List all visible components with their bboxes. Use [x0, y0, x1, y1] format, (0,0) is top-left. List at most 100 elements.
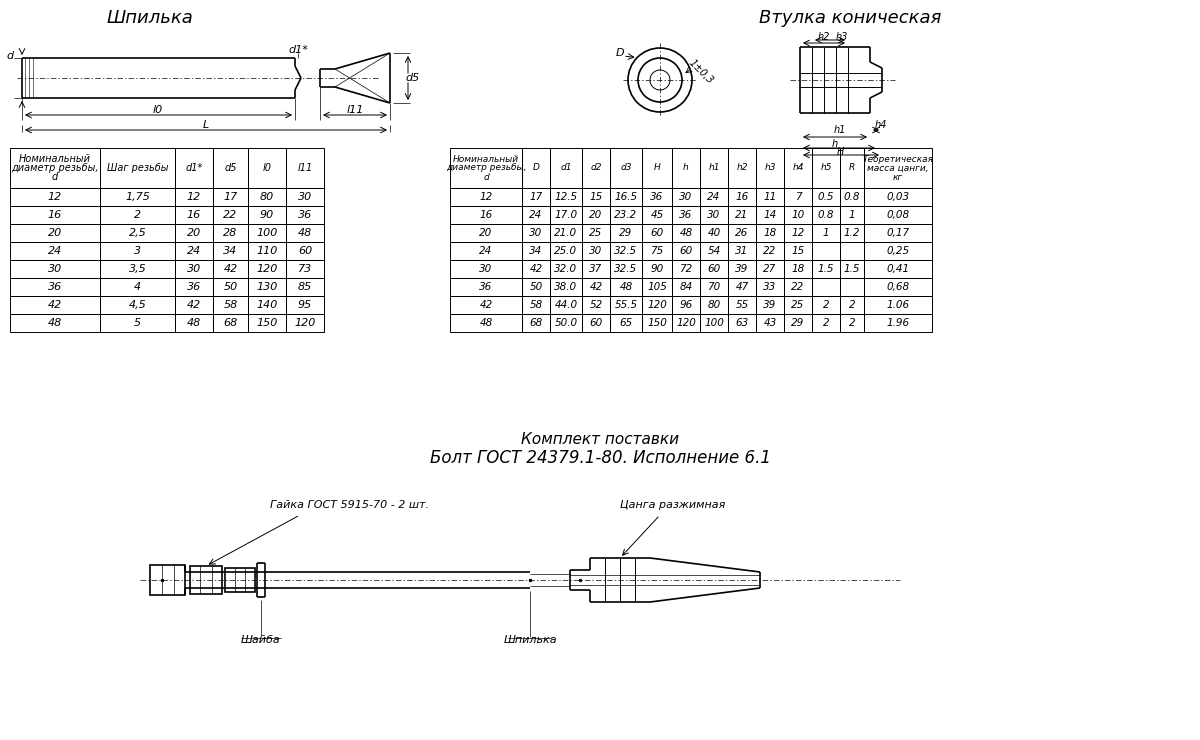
Bar	[582, 148, 610, 188]
Text: R: R	[848, 164, 856, 172]
Text: 32.5: 32.5	[614, 264, 637, 274]
Bar	[864, 260, 932, 278]
Bar	[812, 242, 840, 260]
Bar	[550, 224, 582, 242]
Text: l11: l11	[298, 163, 313, 173]
Text: масса цанги,: масса цанги,	[868, 164, 929, 172]
Text: 25: 25	[791, 300, 805, 310]
Text: Шпилька: Шпилька	[503, 635, 557, 645]
Bar	[286, 224, 324, 242]
Text: 0,17: 0,17	[887, 228, 910, 238]
Text: 75: 75	[650, 246, 664, 256]
Bar	[672, 224, 700, 242]
Text: 12: 12	[187, 192, 202, 202]
Bar	[522, 242, 550, 260]
Text: 16: 16	[187, 210, 202, 220]
Bar	[610, 224, 642, 242]
Text: h1: h1	[708, 164, 720, 172]
Bar	[150, 565, 185, 595]
Bar	[812, 278, 840, 296]
Text: 68: 68	[223, 318, 238, 328]
Text: 30: 30	[48, 264, 62, 274]
Text: 31: 31	[736, 246, 749, 256]
Text: d2: d2	[590, 164, 601, 172]
Text: 12: 12	[48, 192, 62, 202]
Text: 42: 42	[479, 300, 493, 310]
Text: 42: 42	[223, 264, 238, 274]
Bar	[248, 188, 286, 206]
Bar	[582, 278, 610, 296]
Text: 95: 95	[298, 300, 312, 310]
Bar	[812, 148, 840, 188]
Bar	[100, 242, 175, 260]
Bar	[248, 260, 286, 278]
Bar	[175, 296, 214, 314]
Bar	[812, 314, 840, 332]
Text: h5: h5	[821, 164, 832, 172]
Text: 52: 52	[589, 300, 602, 310]
Bar	[582, 206, 610, 224]
Bar	[10, 224, 100, 242]
Text: 2: 2	[823, 300, 829, 310]
Text: 48: 48	[187, 318, 202, 328]
Bar	[700, 188, 728, 206]
Text: L: L	[203, 120, 209, 130]
Text: d: d	[52, 172, 58, 182]
Text: 5: 5	[134, 318, 142, 328]
Text: 65: 65	[619, 318, 632, 328]
Text: 84: 84	[679, 282, 692, 292]
Text: 37: 37	[589, 264, 602, 274]
Text: 150: 150	[257, 318, 277, 328]
Bar	[728, 296, 756, 314]
Bar	[522, 260, 550, 278]
Bar	[248, 242, 286, 260]
Text: h2: h2	[818, 32, 830, 42]
Text: 30: 30	[187, 264, 202, 274]
Text: 48: 48	[479, 318, 493, 328]
Bar	[756, 278, 784, 296]
Text: 30: 30	[479, 264, 493, 274]
Bar	[812, 206, 840, 224]
Text: Шаг резьбы: Шаг резьбы	[107, 163, 168, 173]
Bar	[100, 188, 175, 206]
Text: 50: 50	[529, 282, 542, 292]
Text: 42: 42	[589, 282, 602, 292]
Bar	[582, 188, 610, 206]
Text: d1*: d1*	[288, 45, 308, 55]
Text: 25: 25	[589, 228, 602, 238]
Bar	[286, 260, 324, 278]
Bar	[642, 206, 672, 224]
Bar	[450, 314, 522, 332]
Bar	[700, 314, 728, 332]
Text: 24: 24	[187, 246, 202, 256]
Text: 2,5: 2,5	[128, 228, 146, 238]
Text: Номинальный: Номинальный	[452, 155, 520, 164]
Bar	[840, 296, 864, 314]
Text: 30: 30	[707, 210, 721, 220]
Bar	[784, 260, 812, 278]
Text: 55: 55	[736, 300, 749, 310]
Bar	[728, 242, 756, 260]
Text: 34: 34	[223, 246, 238, 256]
Bar	[550, 188, 582, 206]
Bar	[642, 278, 672, 296]
Text: 30: 30	[679, 192, 692, 202]
Text: 12: 12	[791, 228, 805, 238]
Text: 4,5: 4,5	[128, 300, 146, 310]
Bar	[582, 296, 610, 314]
Text: 11: 11	[763, 192, 776, 202]
Bar	[700, 242, 728, 260]
Bar	[582, 242, 610, 260]
Bar	[700, 224, 728, 242]
Bar	[286, 296, 324, 314]
Text: 36: 36	[298, 210, 312, 220]
Bar	[642, 188, 672, 206]
Bar	[642, 148, 672, 188]
Text: 42: 42	[187, 300, 202, 310]
Bar	[214, 188, 248, 206]
Text: 42: 42	[529, 264, 542, 274]
Bar	[100, 296, 175, 314]
Bar	[214, 224, 248, 242]
Text: 48: 48	[298, 228, 312, 238]
Text: 17: 17	[223, 192, 238, 202]
